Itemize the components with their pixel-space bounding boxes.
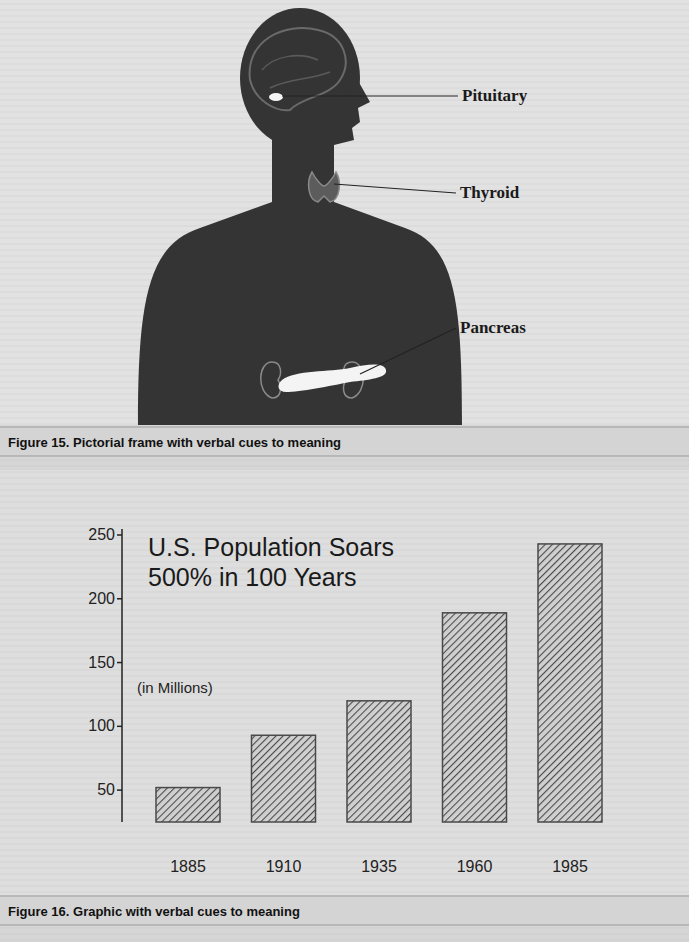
brain	[250, 28, 346, 110]
chart-title: U.S. Population Soars500% in 100 Years	[148, 533, 394, 591]
caption-rule	[0, 896, 689, 897]
scan-line	[0, 892, 689, 893]
caption-rule	[0, 456, 689, 457]
scan-line	[0, 10, 689, 11]
page: Pituitary Thyroid Pancreas Figure 15. Picto…	[0, 0, 689, 942]
scan-line	[0, 190, 689, 191]
x-tick-label: 1960	[457, 858, 493, 875]
figure15-panel	[0, 0, 689, 425]
scan-line	[0, 4, 689, 5]
scan-line	[0, 520, 689, 521]
scan-line	[0, 202, 689, 203]
y-tick	[117, 726, 122, 728]
y-tick-label: 150	[88, 654, 115, 671]
caption-rule	[0, 925, 689, 926]
x-tick-label: 1935	[361, 858, 397, 875]
scan-line	[0, 508, 689, 509]
scan-line	[0, 850, 689, 851]
scan-line	[0, 928, 689, 929]
y-tick	[117, 534, 122, 536]
scan-line	[0, 154, 689, 155]
scan-line	[0, 166, 689, 167]
scan-line	[0, 934, 689, 935]
scan-line	[0, 22, 689, 23]
face	[330, 70, 370, 146]
background	[0, 0, 689, 942]
x-tick-label: 1885	[170, 858, 206, 875]
left-kidney	[261, 362, 281, 398]
caption-rule	[0, 427, 689, 428]
x-tick-label: 1985	[552, 858, 588, 875]
scan-line	[0, 502, 689, 503]
leader-line	[360, 328, 456, 374]
y-axis	[121, 529, 123, 822]
y-tick	[117, 662, 122, 664]
leader-line	[282, 95, 458, 96]
y-tick-label: 200	[88, 590, 115, 607]
scan-line	[0, 16, 689, 17]
scan-line	[0, 466, 689, 467]
caption: Figure 15. Pictorial frame with verbal c…	[8, 435, 341, 450]
bar	[538, 544, 602, 822]
bar	[252, 735, 316, 822]
scan-line	[0, 28, 689, 29]
scan-line	[0, 496, 689, 497]
caption: Figure 16. Graphic with verbal cues to m…	[8, 904, 300, 919]
neck	[272, 135, 334, 210]
scan-line	[0, 460, 689, 461]
thyroid-organ	[309, 172, 340, 202]
y-tick-label: 100	[88, 717, 115, 734]
bar	[156, 788, 220, 822]
y-tick	[117, 598, 122, 600]
scan-line	[0, 832, 689, 833]
scan-line	[0, 478, 689, 479]
scan-line	[0, 484, 689, 485]
scan-line	[0, 826, 689, 827]
scan-line	[0, 880, 689, 881]
leader-line	[334, 184, 456, 193]
scan-line	[0, 514, 689, 515]
scan-line	[0, 940, 689, 941]
title-line: 500% in 100 Years	[148, 563, 357, 591]
scan-line	[0, 472, 689, 473]
silhouette	[138, 8, 462, 425]
x-tick-label: 1910	[266, 858, 302, 875]
y-tick-label: 250	[88, 526, 115, 543]
figure16-panel	[0, 470, 689, 895]
scan-line	[0, 178, 689, 179]
caption-band	[0, 428, 689, 456]
scan-line	[0, 148, 689, 149]
y-tick	[117, 789, 122, 791]
y-axis-label: (in Millions)	[137, 679, 213, 696]
scan-line	[0, 838, 689, 839]
bar	[347, 701, 411, 822]
scan-line	[0, 172, 689, 173]
organ-label: Pituitary	[462, 86, 528, 105]
scan-line	[0, 856, 689, 857]
scan-line	[0, 886, 689, 887]
organ-label: Thyroid	[460, 183, 520, 202]
title-line: U.S. Population Soars	[148, 533, 394, 561]
scan-line	[0, 490, 689, 491]
scan-line	[0, 196, 689, 197]
torso	[138, 202, 462, 425]
brain-folds	[262, 56, 330, 88]
scan-line	[0, 160, 689, 161]
organ-label: Pancreas	[460, 318, 526, 337]
caption-band	[0, 897, 689, 925]
pituitary-organ	[269, 93, 283, 101]
scan-lines	[0, 4, 689, 940]
scan-line	[0, 844, 689, 845]
y-tick-label: 50	[97, 781, 115, 798]
bar	[443, 613, 507, 822]
